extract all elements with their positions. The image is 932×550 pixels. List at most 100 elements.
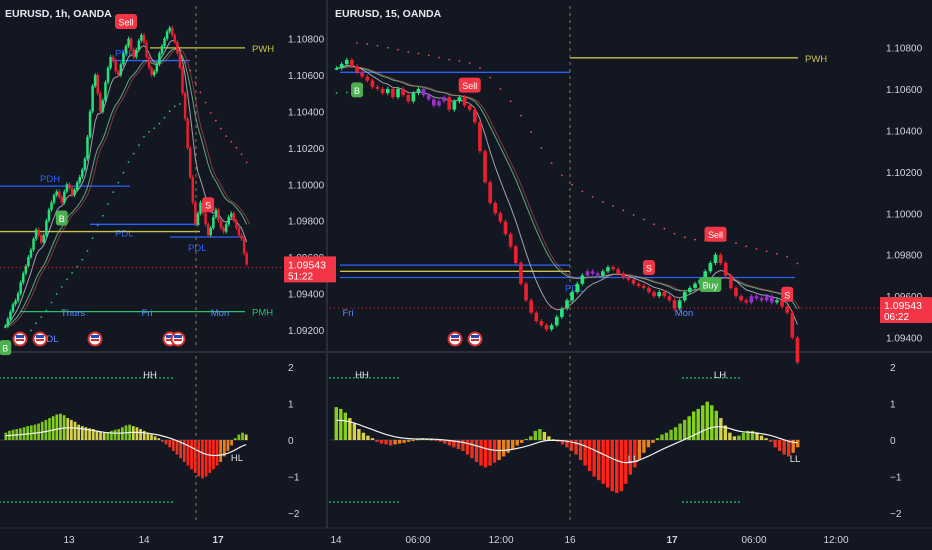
candle[interactable] (50, 202, 53, 210)
candle[interactable] (647, 287, 651, 293)
histogram-bar[interactable] (230, 440, 233, 446)
histogram-bar[interactable] (547, 436, 551, 440)
histogram-bar[interactable] (88, 428, 91, 440)
histogram-bar[interactable] (339, 408, 343, 440)
candle[interactable] (560, 308, 564, 317)
histogram-bar[interactable] (678, 423, 682, 440)
histogram-bar[interactable] (179, 440, 182, 459)
candle[interactable] (488, 182, 493, 203)
candle[interactable] (19, 282, 22, 294)
histogram-bar[interactable] (628, 440, 633, 475)
histogram-bar[interactable] (388, 440, 393, 446)
histogram-bar[interactable] (411, 440, 415, 442)
histogram-bar[interactable] (33, 424, 37, 440)
histogram-bar[interactable] (456, 440, 461, 450)
candle[interactable] (759, 298, 764, 301)
histogram-bar[interactable] (768, 440, 773, 442)
candle[interactable] (135, 49, 138, 57)
candle[interactable] (657, 292, 662, 297)
histogram-bar[interactable] (786, 440, 791, 457)
candle[interactable] (570, 292, 574, 301)
histogram-bar[interactable] (135, 427, 139, 440)
histogram-bar[interactable] (361, 432, 366, 440)
candle[interactable] (52, 195, 56, 203)
candle[interactable] (713, 254, 718, 264)
histogram-bar[interactable] (587, 440, 592, 472)
candle[interactable] (416, 88, 421, 94)
histogram-bar[interactable] (452, 440, 456, 448)
histogram-bar[interactable] (479, 440, 483, 466)
histogram-bar[interactable] (583, 440, 587, 466)
candle[interactable] (432, 99, 436, 106)
histogram-bar[interactable] (171, 440, 175, 451)
histogram-bar[interactable] (483, 440, 488, 468)
histogram-bar[interactable] (723, 425, 728, 440)
histogram-bar[interactable] (443, 440, 447, 444)
histogram-bar[interactable] (492, 440, 497, 463)
candle[interactable] (723, 263, 728, 276)
candle[interactable] (652, 292, 656, 297)
candle[interactable] (47, 209, 51, 221)
candle[interactable] (111, 56, 115, 61)
candle[interactable] (104, 82, 107, 101)
histogram-bar[interactable] (334, 407, 338, 440)
histogram-bar[interactable] (506, 440, 510, 453)
histogram-bar[interactable] (773, 440, 777, 448)
candle[interactable] (39, 235, 43, 243)
histogram-bar[interactable] (416, 439, 420, 441)
candle[interactable] (27, 257, 30, 267)
histogram-bar[interactable] (237, 434, 241, 440)
candle[interactable] (142, 35, 146, 43)
chart-title[interactable]: EURUSD, 1h, OANDA (5, 8, 112, 20)
histogram-bar[interactable] (190, 440, 193, 470)
histogram-bar[interactable] (714, 410, 718, 440)
candle[interactable] (519, 263, 523, 284)
histogram-bar[interactable] (22, 427, 26, 440)
candle[interactable] (375, 86, 380, 89)
histogram-bar[interactable] (660, 434, 664, 440)
histogram-bar[interactable] (40, 421, 44, 440)
histogram-bar[interactable] (29, 425, 33, 440)
histogram-bar[interactable] (59, 413, 62, 440)
histogram-bar[interactable] (646, 440, 651, 448)
price-pane-1h[interactable]: EURUSD, 1h, OANDA 1.10800 1.10600 1.10400 1.… (0, 6, 336, 356)
candle[interactable] (508, 234, 513, 247)
histogram-bar[interactable] (592, 440, 596, 477)
histogram-bar[interactable] (348, 418, 352, 440)
histogram-bar[interactable] (633, 440, 637, 468)
histogram-bar[interactable] (393, 440, 397, 445)
histogram-bar[interactable] (379, 440, 384, 444)
histogram-bar[interactable] (705, 401, 709, 440)
candle[interactable] (764, 296, 769, 301)
histogram-bar[interactable] (80, 426, 84, 440)
histogram-bar[interactable] (610, 440, 614, 492)
histogram-bar[interactable] (520, 440, 524, 443)
price-pane-15m[interactable]: EURUSD, 15, OANDA 1.10800 1.10600 1.10400 1.… (330, 6, 932, 365)
candle[interactable] (109, 56, 112, 68)
histogram-bar[interactable] (791, 440, 795, 453)
histogram-bar[interactable] (26, 426, 30, 440)
histogram-bar[interactable] (596, 440, 601, 481)
candle[interactable] (86, 136, 89, 159)
candle[interactable] (34, 229, 38, 239)
candle[interactable] (411, 93, 416, 102)
histogram-bar[interactable] (438, 440, 443, 442)
candle[interactable] (590, 271, 595, 274)
candle[interactable] (708, 263, 713, 272)
histogram-bar[interactable] (131, 426, 135, 440)
histogram-bar[interactable] (366, 435, 370, 440)
candle[interactable] (790, 312, 795, 338)
candle[interactable] (14, 300, 17, 305)
histogram-bar[interactable] (682, 419, 687, 440)
histogram-bar[interactable] (737, 435, 741, 440)
histogram-bar[interactable] (352, 423, 357, 440)
candle[interactable] (68, 184, 71, 188)
histogram-bar[interactable] (120, 427, 124, 440)
candle[interactable] (188, 147, 192, 177)
histogram-bar[interactable] (244, 434, 248, 440)
candle[interactable] (117, 71, 120, 76)
candle[interactable] (147, 56, 151, 68)
candle[interactable] (585, 271, 590, 276)
candle[interactable] (401, 88, 405, 96)
histogram-bar[interactable] (44, 419, 48, 440)
